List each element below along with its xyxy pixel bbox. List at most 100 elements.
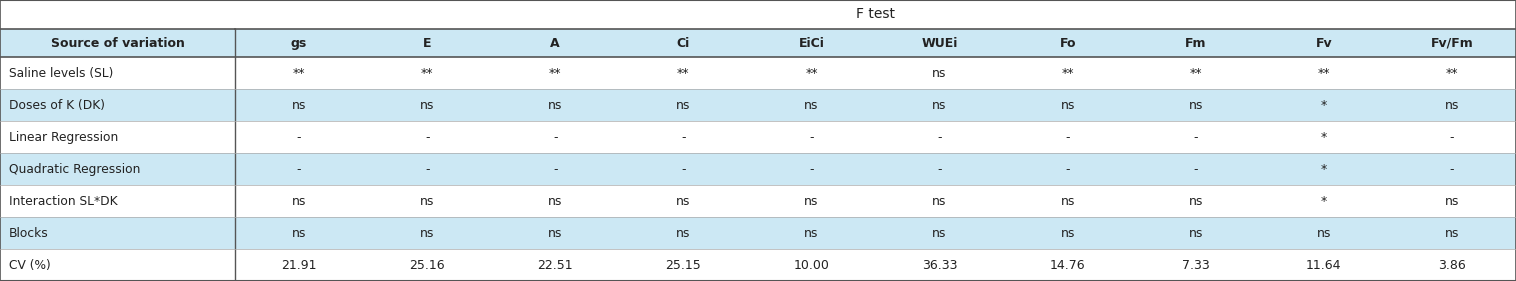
Text: ns: ns <box>676 226 690 240</box>
Text: Interaction SL*DK: Interaction SL*DK <box>9 195 118 208</box>
Bar <box>1260 89 1389 121</box>
Text: ns: ns <box>676 195 690 208</box>
Bar <box>876 153 1004 185</box>
Bar <box>1389 89 1516 121</box>
Bar <box>0 29 235 57</box>
Text: -: - <box>810 163 814 176</box>
Bar <box>491 121 620 153</box>
Bar <box>747 89 876 121</box>
Bar <box>1389 57 1516 89</box>
Bar <box>0 121 235 153</box>
Bar <box>620 185 747 217</box>
Text: ns: ns <box>293 226 306 240</box>
Text: -: - <box>681 163 685 176</box>
Text: Quadratic Regression: Quadratic Regression <box>9 163 141 176</box>
Bar <box>0 217 235 249</box>
Bar <box>876 185 1004 217</box>
Text: ns: ns <box>1445 195 1458 208</box>
Bar <box>620 57 747 89</box>
Bar <box>747 185 876 217</box>
Bar <box>364 217 491 249</box>
Text: ns: ns <box>549 195 562 208</box>
Bar <box>1131 249 1260 281</box>
Text: *: * <box>1320 195 1326 208</box>
Text: ns: ns <box>1189 99 1202 112</box>
Text: 3.86: 3.86 <box>1439 259 1466 271</box>
Bar <box>747 249 876 281</box>
Bar <box>747 217 876 249</box>
Text: 7.33: 7.33 <box>1182 259 1210 271</box>
Bar <box>0 0 235 29</box>
Text: F test: F test <box>857 7 894 21</box>
Text: Ci: Ci <box>676 37 690 49</box>
Bar <box>620 29 747 57</box>
Bar <box>1131 153 1260 185</box>
Bar <box>620 249 747 281</box>
Bar <box>1389 29 1516 57</box>
Text: EiCi: EiCi <box>799 37 825 49</box>
Bar <box>235 153 364 185</box>
Text: ns: ns <box>1189 195 1202 208</box>
Bar <box>1389 217 1516 249</box>
Bar <box>1389 185 1516 217</box>
Bar <box>364 57 491 89</box>
Bar <box>876 249 1004 281</box>
Text: ns: ns <box>805 195 819 208</box>
Bar <box>747 29 876 57</box>
Bar <box>364 249 491 281</box>
Bar <box>235 217 364 249</box>
Bar <box>620 89 747 121</box>
Text: ns: ns <box>932 226 946 240</box>
Text: -: - <box>1066 163 1070 176</box>
Text: 25.15: 25.15 <box>666 259 702 271</box>
Bar <box>491 89 620 121</box>
Text: ns: ns <box>1445 226 1458 240</box>
Bar <box>235 0 1516 29</box>
Bar <box>1260 217 1389 249</box>
Bar <box>364 89 491 121</box>
Bar <box>364 29 491 57</box>
Bar <box>620 121 747 153</box>
Bar <box>747 121 876 153</box>
Text: ns: ns <box>932 195 946 208</box>
Bar <box>1131 29 1260 57</box>
Text: -: - <box>1066 131 1070 144</box>
Text: -: - <box>937 163 941 176</box>
Bar <box>235 57 364 89</box>
Bar <box>0 185 235 217</box>
Bar <box>1004 185 1131 217</box>
Bar <box>1260 153 1389 185</box>
Text: *: * <box>1320 99 1326 112</box>
Text: ns: ns <box>932 67 946 80</box>
Text: ns: ns <box>1061 195 1075 208</box>
Bar <box>1004 89 1131 121</box>
Text: **: ** <box>421 67 434 80</box>
Text: 21.91: 21.91 <box>282 259 317 271</box>
Text: ns: ns <box>293 195 306 208</box>
Text: *: * <box>1320 163 1326 176</box>
Bar <box>876 121 1004 153</box>
Text: Source of variation: Source of variation <box>50 37 185 49</box>
Text: 11.64: 11.64 <box>1307 259 1342 271</box>
Text: -: - <box>424 163 429 176</box>
Bar <box>876 217 1004 249</box>
Text: **: ** <box>293 67 305 80</box>
Bar <box>876 57 1004 89</box>
Bar <box>491 185 620 217</box>
Bar <box>620 217 747 249</box>
Bar <box>1389 153 1516 185</box>
Bar <box>235 89 364 121</box>
Bar <box>747 153 876 185</box>
Bar <box>876 29 1004 57</box>
Text: -: - <box>681 131 685 144</box>
Bar <box>235 121 364 153</box>
Bar <box>1131 121 1260 153</box>
Text: Fv: Fv <box>1316 37 1333 49</box>
Bar <box>1260 29 1389 57</box>
Bar <box>1131 57 1260 89</box>
Text: WUEi: WUEi <box>922 37 958 49</box>
Bar <box>1260 57 1389 89</box>
Text: ns: ns <box>549 99 562 112</box>
Bar <box>1131 185 1260 217</box>
Text: Blocks: Blocks <box>9 226 49 240</box>
